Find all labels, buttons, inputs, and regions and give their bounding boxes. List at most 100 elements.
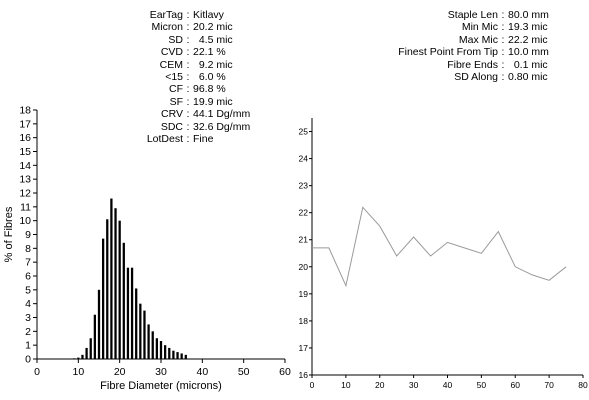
stat-label: LotDest	[146, 133, 183, 146]
y-tick-label: 1	[25, 340, 31, 352]
histogram-bar	[163, 345, 167, 359]
stat-separator: :	[186, 46, 190, 59]
stat-row: SD: 4.5 mic	[120, 34, 320, 46]
stat-value: 6.0 %	[193, 71, 226, 84]
stat-row: SF:19.9 mic	[120, 96, 320, 108]
stat-row: CVD:22.1 %	[120, 46, 320, 58]
y-tick-label: 20	[299, 262, 309, 272]
histogram-bar	[126, 267, 130, 359]
histogram-bar	[139, 303, 142, 359]
stat-label: Finest Point From Tip	[398, 46, 498, 59]
stat-separator: :	[186, 120, 190, 133]
stat-value: 44.1 Dg/mm	[193, 108, 251, 121]
stat-row: CF:96.8 %	[120, 83, 320, 95]
histogram-bar	[81, 354, 84, 359]
stat-separator: :	[186, 133, 190, 146]
y-tick-label: 13	[19, 174, 31, 186]
y-tick-label: 16	[299, 370, 309, 380]
x-tick-label: 50	[477, 380, 487, 390]
stat-value: 4.5 mic	[193, 33, 233, 46]
sample-stats-left: EarTag: Kitlavy Micron:20.2 mic SD: 4.5 mic…	[120, 9, 320, 145]
stat-label: <15	[165, 71, 183, 84]
x-tick-label: 60	[511, 380, 521, 390]
stat-row: Min Mic:19.3 mic	[380, 21, 580, 33]
stat-separator: :	[501, 33, 505, 46]
histogram-bar	[159, 341, 163, 359]
stat-value: 19.3 mic	[508, 21, 548, 34]
x-axis-title: Fibre Diameter (microns)	[100, 380, 222, 392]
x-tick-label: 20	[375, 380, 385, 390]
y-tick-label: 12	[19, 188, 31, 200]
stat-label: SDC	[160, 120, 183, 133]
stat-row: Fibre Ends: 0.1 mic	[380, 59, 580, 71]
histogram-bar	[85, 347, 88, 359]
stat-separator: :	[186, 108, 190, 121]
histogram-bar	[118, 220, 121, 359]
stat-label: CRV	[161, 108, 183, 121]
stat-label: Max Mic	[458, 33, 498, 46]
histogram-bar	[184, 354, 187, 359]
x-tick-label: 30	[409, 380, 419, 390]
y-axis-title: % of Fibres	[3, 206, 15, 262]
stat-separator: :	[501, 21, 505, 34]
y-tick-label: 21	[299, 235, 309, 245]
stat-label: Min Mic	[461, 21, 498, 34]
histogram-bar	[168, 347, 171, 359]
stat-separator: :	[501, 9, 505, 21]
stat-separator: :	[186, 58, 190, 71]
stat-row: Max Mic:22.2 mic	[380, 34, 580, 46]
y-tick-label: 23	[299, 181, 309, 191]
stat-separator: :	[501, 58, 505, 71]
histogram-bar	[73, 358, 76, 359]
y-tick-label: 5	[25, 284, 31, 296]
histogram-bar	[110, 198, 113, 359]
y-tick-label: 0	[25, 354, 31, 366]
y-tick-label: 24	[299, 154, 309, 164]
stat-label: CF	[169, 83, 183, 96]
histogram-bar	[180, 353, 183, 359]
stat-value: 32.6 Dg/mm	[193, 120, 251, 133]
stat-value: 22.1 %	[193, 46, 226, 59]
stat-row: SD Along:0.80 mic	[380, 71, 580, 83]
stat-separator: :	[186, 9, 190, 21]
x-tick-label: 30	[155, 366, 167, 378]
stat-value: 10.0 mm	[508, 46, 549, 59]
stat-separator: :	[186, 71, 190, 84]
histogram-bar	[106, 219, 109, 359]
y-tick-label: 17	[299, 343, 309, 353]
histogram-bar	[155, 338, 159, 359]
y-tick-label: 17	[19, 118, 31, 130]
stat-value: 20.2 mic	[193, 21, 233, 34]
stat-value: 96.8 %	[193, 83, 226, 96]
y-tick-label: 18	[299, 316, 309, 326]
x-tick-label: 80	[578, 380, 588, 390]
y-tick-label: 6	[25, 271, 31, 283]
stat-row: Finest Point From Tip:10.0 mm	[380, 46, 580, 58]
stat-label: SD Along	[454, 71, 498, 84]
stat-label: CEM	[159, 58, 183, 71]
stat-label: EarTag	[149, 9, 183, 21]
stat-value: 80.0 mm	[508, 9, 549, 21]
stat-row: Staple Len:80.0 mm	[380, 9, 580, 21]
x-tick-label: 10	[72, 366, 84, 378]
stat-value: 22.2 mic	[508, 33, 548, 46]
y-tick-label: 2	[25, 326, 31, 338]
stat-separator: :	[186, 83, 190, 96]
y-tick-label: 16	[19, 132, 31, 144]
x-tick-label: 10	[341, 380, 351, 390]
stat-separator: :	[501, 71, 505, 84]
stat-separator: :	[186, 21, 190, 34]
stat-separator: :	[501, 46, 505, 59]
histogram-bar	[77, 357, 80, 359]
y-tick-label: 22	[299, 208, 309, 218]
x-tick-label: 40	[196, 366, 208, 378]
histogram-bar	[176, 352, 179, 359]
histogram-bar	[122, 242, 125, 359]
y-tick-label: 9	[25, 229, 31, 241]
y-tick-label: 19	[299, 289, 309, 299]
y-tick-label: 18	[19, 105, 31, 117]
stat-value: 19.9 mic	[193, 95, 233, 108]
stat-row: Micron:20.2 mic	[120, 21, 320, 33]
